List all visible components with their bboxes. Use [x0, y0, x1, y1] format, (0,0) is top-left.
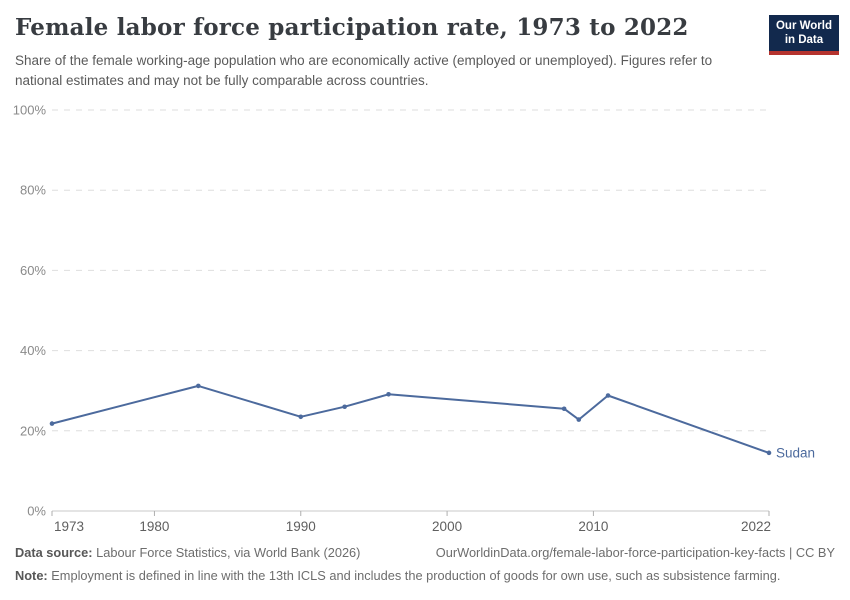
line-chart-svg[interactable]: 0% 20% 40% 60% 80% 100% 1973 1980 1990 2000 2010 20…: [0, 95, 850, 545]
y-tick-label-60: 60%: [20, 263, 46, 278]
x-tick-label-1990: 1990: [286, 519, 316, 534]
sudan-line[interactable]: [51, 384, 770, 454]
chart-subtitle: Share of the female working-age populati…: [15, 53, 713, 89]
data-source-text: Labour Force Statistics, via World Bank …: [92, 545, 361, 561]
owid-logo[interactable]: Our World in Data: [768, 15, 839, 55]
x-tick-label-2000: 2000: [432, 519, 462, 534]
x-tick-label-1973: 1973: [54, 519, 84, 534]
note-label: Note:: [15, 567, 48, 583]
data-source-line: Data source: Labour Force Statistics, vi…: [15, 542, 360, 564]
chart-title: Female labor force participation rate, 1…: [15, 14, 689, 41]
x-tick-label-2010: 2010: [578, 519, 608, 534]
data-point-2009[interactable]: [576, 417, 582, 422]
y-tick-label-100: 100%: [13, 103, 47, 118]
line-chart[interactable]: 0% 20% 40% 60% 80% 100% 1973 1980 1990 2000 2010 20…: [0, 95, 850, 545]
data-point-2011[interactable]: [605, 393, 611, 398]
data-point-1996[interactable]: [386, 392, 391, 397]
chart-footer: Data source: Labour Force Statistics, vi…: [15, 542, 835, 587]
y-tick-label-80: 80%: [20, 183, 46, 198]
series-end-label[interactable]: Sudan: [776, 445, 815, 460]
data-point-1990[interactable]: [298, 414, 304, 420]
y-tick-label-40: 40%: [20, 343, 46, 358]
data-point-1973[interactable]: [49, 421, 55, 426]
y-tick-label-20: 20%: [20, 423, 46, 438]
owid-logo-line2: in Data: [784, 34, 824, 47]
owid-logo-line1: Our World: [775, 20, 832, 32]
y-tick-label-0: 0%: [27, 504, 46, 519]
data-point-1993[interactable]: [342, 404, 347, 410]
x-tick-label-1980: 1980: [139, 519, 169, 534]
data-point-2008[interactable]: [561, 406, 567, 412]
data-point-1983[interactable]: [196, 383, 201, 389]
data-source-label: Data source:: [15, 545, 93, 561]
x-tick-label-2022: 2022: [741, 519, 771, 534]
data-point-2022[interactable]: [766, 450, 772, 456]
note-text: Employment is defined in line with the 1…: [47, 567, 781, 583]
owid-url-link[interactable]: OurWorldinData.org/female-labor-force-pa…: [435, 545, 835, 561]
